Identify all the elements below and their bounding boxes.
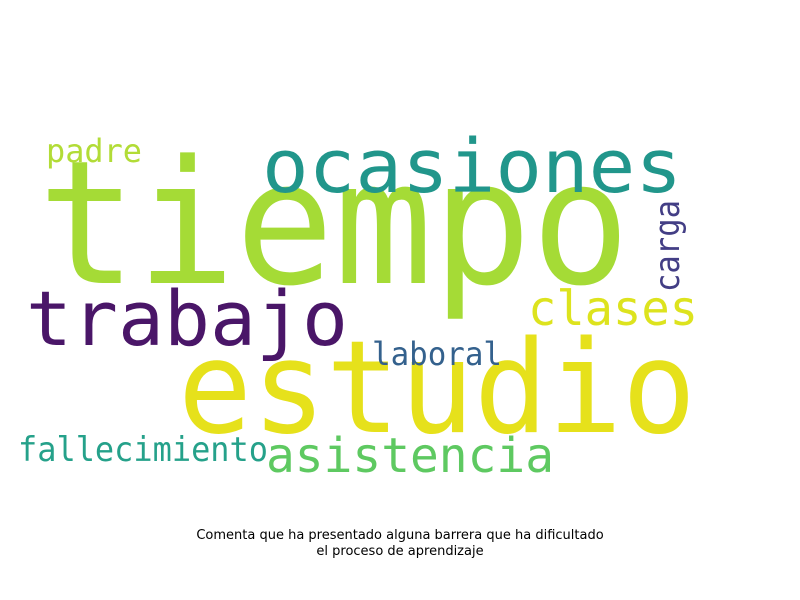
word-estudio: estudio bbox=[178, 314, 696, 463]
word-trabajo: trabajo bbox=[26, 274, 348, 363]
word-tiempo: tiempo bbox=[38, 123, 630, 324]
caption-line-2: el proceso de aprendizaje bbox=[316, 544, 484, 559]
caption-line-1: Comenta que ha presentado alguna barrera… bbox=[196, 528, 604, 543]
word-clases: clases bbox=[528, 281, 698, 337]
wordcloud-caption: Comenta que ha presentado alguna barrera… bbox=[100, 528, 700, 560]
word-fallecimiento: fallecimiento bbox=[18, 430, 268, 470]
word-carga: carga bbox=[648, 200, 688, 292]
word-padre: padre bbox=[46, 132, 142, 170]
word-asistencia: asistencia bbox=[266, 428, 554, 484]
word-ocasiones: ocasiones bbox=[262, 124, 682, 210]
word-laboral: laboral bbox=[372, 335, 502, 373]
